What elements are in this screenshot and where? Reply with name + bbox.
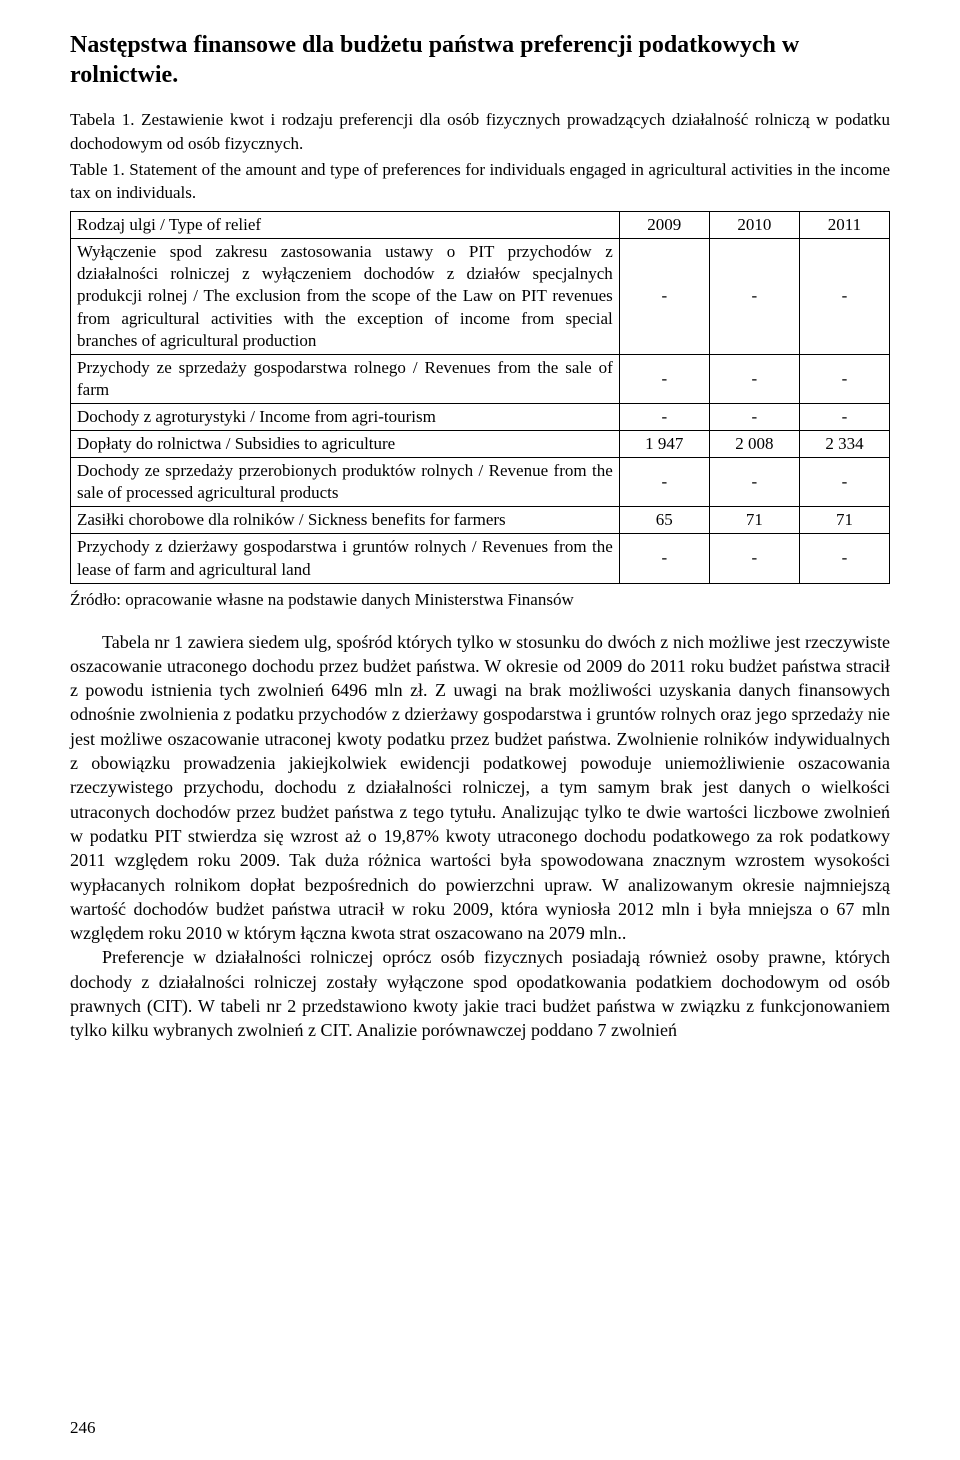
row-value: 1 947	[619, 431, 709, 458]
page-number: 246	[70, 1418, 96, 1438]
row-label: Dochody z agroturystyki / Income from ag…	[71, 403, 620, 430]
table-caption-en: Table 1. Statement of the amount and typ…	[70, 158, 890, 206]
body-paragraph-2: Preferencje w działalności rolniczej opr…	[70, 945, 890, 1042]
row-value: -	[709, 534, 799, 583]
header-label: Rodzaj ulgi / Type of relief	[71, 212, 620, 239]
row-value: -	[709, 403, 799, 430]
row-value: 71	[709, 507, 799, 534]
row-value: -	[709, 239, 799, 354]
header-year-1: 2010	[709, 212, 799, 239]
table-row: Dopłaty do rolnictwa / Subsidies to agri…	[71, 431, 890, 458]
row-value: -	[799, 458, 889, 507]
row-value: -	[799, 534, 889, 583]
row-value: -	[709, 458, 799, 507]
row-label: Zasiłki chorobowe dla rolników / Sicknes…	[71, 507, 620, 534]
header-year-2: 2011	[799, 212, 889, 239]
row-value: 2 008	[709, 431, 799, 458]
preferences-table: Rodzaj ulgi / Type of relief 2009 2010 2…	[70, 211, 890, 583]
row-label: Dopłaty do rolnictwa / Subsidies to agri…	[71, 431, 620, 458]
row-value: -	[709, 354, 799, 403]
table-row: Zasiłki chorobowe dla rolników / Sicknes…	[71, 507, 890, 534]
table-row: Wyłączenie spod zakresu zastosowania ust…	[71, 239, 890, 354]
row-value: 2 334	[799, 431, 889, 458]
row-value: -	[799, 354, 889, 403]
header-year-0: 2009	[619, 212, 709, 239]
row-label: Dochody ze sprzedaży przerobionych produ…	[71, 458, 620, 507]
section-heading: Następstwa finansowe dla budżetu państwa…	[70, 30, 890, 90]
table-row: Dochody ze sprzedaży przerobionych produ…	[71, 458, 890, 507]
table-source: Źródło: opracowanie własne na podstawie …	[70, 590, 890, 610]
body-paragraph-1: Tabela nr 1 zawiera siedem ulg, spośród …	[70, 630, 890, 946]
table-header-row: Rodzaj ulgi / Type of relief 2009 2010 2…	[71, 212, 890, 239]
row-label: Wyłączenie spod zakresu zastosowania ust…	[71, 239, 620, 354]
table-row: Dochody z agroturystyki / Income from ag…	[71, 403, 890, 430]
table-row: Przychody ze sprzedaży gospodarstwa roln…	[71, 354, 890, 403]
row-label: Przychody ze sprzedaży gospodarstwa roln…	[71, 354, 620, 403]
row-label: Przychody z dzierżawy gospodarstwa i gru…	[71, 534, 620, 583]
table-caption-pl: Tabela 1. Zestawienie kwot i rodzaju pre…	[70, 108, 890, 156]
row-value: -	[619, 354, 709, 403]
row-value: 71	[799, 507, 889, 534]
row-value: -	[799, 239, 889, 354]
row-value: -	[619, 239, 709, 354]
table-row: Przychody z dzierżawy gospodarstwa i gru…	[71, 534, 890, 583]
row-value: -	[619, 534, 709, 583]
row-value: -	[619, 458, 709, 507]
row-value: 65	[619, 507, 709, 534]
row-value: -	[619, 403, 709, 430]
row-value: -	[799, 403, 889, 430]
